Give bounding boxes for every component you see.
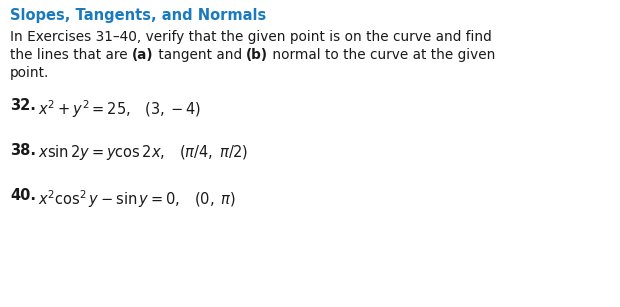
Text: (b): (b) <box>246 48 268 62</box>
Text: 32.: 32. <box>10 98 36 113</box>
Text: $x^2 \cos^2 y - \sin y = 0, \;\;\; (0,\; \pi)$: $x^2 \cos^2 y - \sin y = 0, \;\;\; (0,\;… <box>38 188 236 210</box>
Text: tangent and: tangent and <box>154 48 246 62</box>
Text: (a): (a) <box>132 48 154 62</box>
Text: Slopes, Tangents, and Normals: Slopes, Tangents, and Normals <box>10 8 266 23</box>
Text: $x^2 + y^2 = 25, \;\;\; (3, -4)$: $x^2 + y^2 = 25, \;\;\; (3, -4)$ <box>38 98 201 120</box>
Text: 40.: 40. <box>10 188 36 203</box>
Text: the lines that are: the lines that are <box>10 48 132 62</box>
Text: point.: point. <box>10 66 50 80</box>
Text: normal to the curve at the given: normal to the curve at the given <box>268 48 495 62</box>
Text: In Exercises 31–40, verify that the given point is on the curve and find: In Exercises 31–40, verify that the give… <box>10 30 492 44</box>
Text: 38.: 38. <box>10 143 36 158</box>
Text: $x \sin 2y = y \cos 2x, \;\;\; (\pi/4,\; \pi/2)$: $x \sin 2y = y \cos 2x, \;\;\; (\pi/4,\;… <box>38 143 249 162</box>
